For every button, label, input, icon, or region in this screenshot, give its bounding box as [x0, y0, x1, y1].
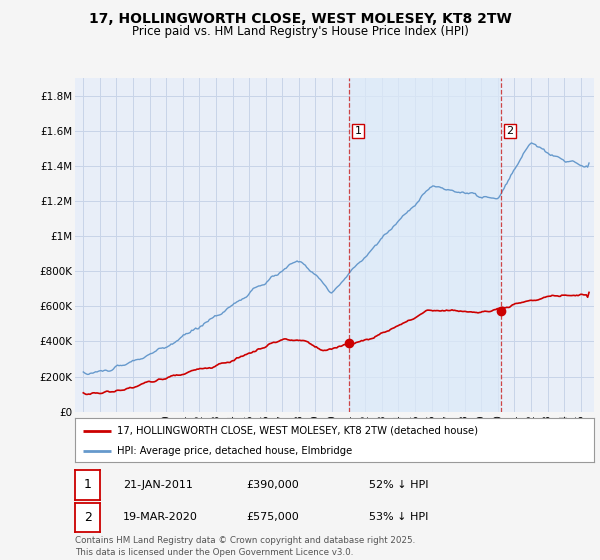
- Text: 1: 1: [355, 126, 361, 136]
- Text: 53% ↓ HPI: 53% ↓ HPI: [369, 512, 428, 522]
- Text: 1: 1: [83, 478, 92, 492]
- Text: 21-JAN-2011: 21-JAN-2011: [123, 480, 193, 490]
- Bar: [349, 78, 502, 412]
- Text: HPI: Average price, detached house, Elmbridge: HPI: Average price, detached house, Elmb…: [116, 446, 352, 456]
- Text: 17, HOLLINGWORTH CLOSE, WEST MOLESEY, KT8 2TW (detached house): 17, HOLLINGWORTH CLOSE, WEST MOLESEY, KT…: [116, 426, 478, 436]
- Text: £575,000: £575,000: [246, 512, 299, 522]
- Text: 17, HOLLINGWORTH CLOSE, WEST MOLESEY, KT8 2TW: 17, HOLLINGWORTH CLOSE, WEST MOLESEY, KT…: [89, 12, 511, 26]
- Text: 2: 2: [83, 511, 92, 524]
- Text: 19-MAR-2020: 19-MAR-2020: [123, 512, 198, 522]
- Text: Price paid vs. HM Land Registry's House Price Index (HPI): Price paid vs. HM Land Registry's House …: [131, 25, 469, 38]
- Text: Contains HM Land Registry data © Crown copyright and database right 2025.
This d: Contains HM Land Registry data © Crown c…: [75, 536, 415, 557]
- Text: 52% ↓ HPI: 52% ↓ HPI: [369, 480, 428, 490]
- Text: £390,000: £390,000: [246, 480, 299, 490]
- Text: 2: 2: [506, 126, 514, 136]
